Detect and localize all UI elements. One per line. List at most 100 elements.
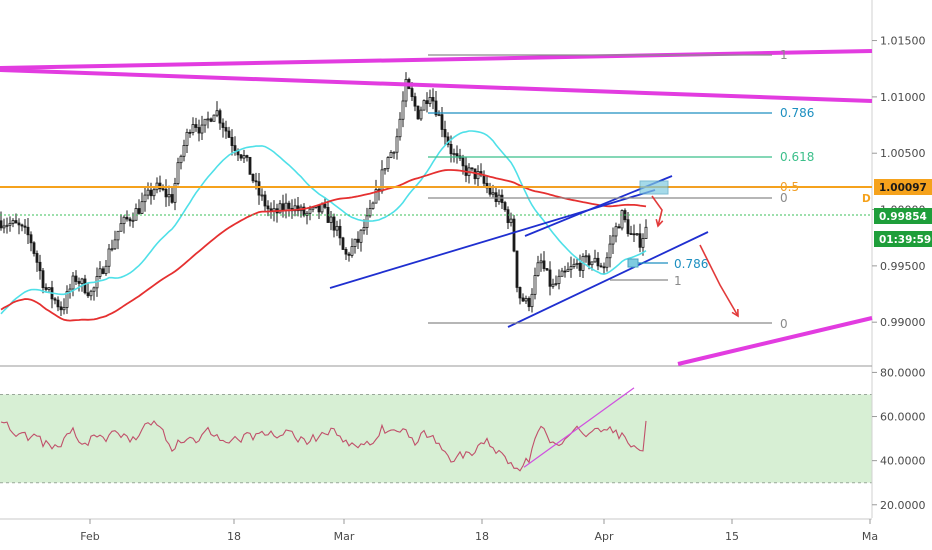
candle-body[interactable] xyxy=(206,118,210,121)
candle-body[interactable] xyxy=(602,266,606,269)
candle-body[interactable] xyxy=(452,153,456,156)
candle-body[interactable] xyxy=(209,118,213,122)
candle-body[interactable] xyxy=(254,180,258,183)
candle-body[interactable] xyxy=(596,257,600,267)
candle-body[interactable] xyxy=(71,275,75,290)
candle-body[interactable] xyxy=(137,208,141,214)
candle-body[interactable] xyxy=(350,246,354,256)
forecast-arrow-short[interactable] xyxy=(651,195,663,227)
candle-body[interactable] xyxy=(239,154,243,159)
candle-body[interactable] xyxy=(143,194,147,203)
candle-body[interactable] xyxy=(545,268,549,271)
candle-body[interactable] xyxy=(443,129,447,138)
candle-body[interactable] xyxy=(278,203,282,214)
candle-body[interactable] xyxy=(566,268,570,272)
candle-body[interactable] xyxy=(233,145,237,151)
candle-body[interactable] xyxy=(386,157,390,169)
candle-body[interactable] xyxy=(398,118,402,138)
candle-body[interactable] xyxy=(284,202,288,211)
candle-body[interactable] xyxy=(635,233,639,236)
candle-body[interactable] xyxy=(5,224,9,227)
candle-body[interactable] xyxy=(248,156,252,175)
candle-body[interactable] xyxy=(641,238,645,248)
candle-body[interactable] xyxy=(371,202,375,209)
candle-body[interactable] xyxy=(224,127,228,132)
candle-body[interactable] xyxy=(107,248,111,267)
candle-body[interactable] xyxy=(122,216,126,225)
candle-body[interactable] xyxy=(410,88,414,98)
candle-body[interactable] xyxy=(47,287,51,290)
candle-body[interactable] xyxy=(353,238,357,248)
candle-body[interactable] xyxy=(191,124,195,133)
candle-body[interactable] xyxy=(242,155,246,159)
candle-body[interactable] xyxy=(563,270,567,273)
candle-body[interactable] xyxy=(608,243,612,259)
candle-body[interactable] xyxy=(416,105,420,120)
candle-body[interactable] xyxy=(620,210,624,229)
candle-body[interactable] xyxy=(146,189,150,196)
candle-body[interactable] xyxy=(320,203,324,213)
candle-body[interactable] xyxy=(188,131,192,134)
candle-body[interactable] xyxy=(218,110,222,124)
candle-body[interactable] xyxy=(362,227,366,231)
candle-body[interactable] xyxy=(560,270,564,277)
candle-body[interactable] xyxy=(134,208,138,221)
candle-body[interactable] xyxy=(62,307,66,311)
candle-body[interactable] xyxy=(170,194,174,203)
candle-body[interactable] xyxy=(32,242,36,254)
candle-body[interactable] xyxy=(542,260,546,269)
sma-fast-line[interactable] xyxy=(0,130,647,315)
candle-body[interactable] xyxy=(347,253,351,256)
candle-body[interactable] xyxy=(77,281,81,284)
candle-body[interactable] xyxy=(212,114,216,122)
candle-body[interactable] xyxy=(197,127,201,134)
candle-body[interactable] xyxy=(332,216,336,231)
candle-body[interactable] xyxy=(551,283,555,287)
candle-body[interactable] xyxy=(584,255,588,258)
magenta-resistance-upper[interactable] xyxy=(0,49,873,70)
candle-body[interactable] xyxy=(449,144,453,155)
candle-body[interactable] xyxy=(215,110,219,116)
candle-body[interactable] xyxy=(131,219,135,222)
candle-body[interactable] xyxy=(575,262,579,265)
candle-body[interactable] xyxy=(605,257,609,268)
candle-body[interactable] xyxy=(506,209,510,223)
candle-body[interactable] xyxy=(461,157,465,167)
candle-body[interactable] xyxy=(494,192,498,202)
candle-body[interactable] xyxy=(539,260,543,264)
blue-channel-lower[interactable] xyxy=(507,231,709,328)
target-zone-box[interactable] xyxy=(639,180,669,195)
candle-body[interactable] xyxy=(179,155,183,164)
candle-body[interactable] xyxy=(515,250,519,288)
rsi-line[interactable] xyxy=(0,420,647,472)
candle-body[interactable] xyxy=(425,100,429,105)
candle-body[interactable] xyxy=(44,287,48,290)
candle-body[interactable] xyxy=(11,220,15,224)
rsi-trendline[interactable] xyxy=(523,387,635,468)
candle-body[interactable] xyxy=(500,194,504,203)
candle-body[interactable] xyxy=(173,183,177,203)
candle-body[interactable] xyxy=(164,188,168,198)
blue-trendline-long[interactable] xyxy=(329,189,656,289)
candle-body[interactable] xyxy=(17,222,21,226)
candle-body[interactable] xyxy=(26,226,30,236)
candle-body[interactable] xyxy=(305,212,309,216)
candle-body[interactable] xyxy=(65,291,69,308)
candle-body[interactable] xyxy=(617,226,621,229)
candle-body[interactable] xyxy=(383,168,387,171)
candle-body[interactable] xyxy=(422,100,426,111)
candle-body[interactable] xyxy=(554,283,558,285)
candle-body[interactable] xyxy=(182,145,186,157)
candle-body[interactable] xyxy=(512,218,516,252)
candle-body[interactable] xyxy=(41,270,45,289)
candle-body[interactable] xyxy=(482,174,486,184)
candle-body[interactable] xyxy=(536,262,540,276)
candle-body[interactable] xyxy=(140,201,144,214)
candle-body[interactable] xyxy=(389,152,393,158)
candle-body[interactable] xyxy=(569,266,573,270)
candle-body[interactable] xyxy=(14,220,18,224)
candle-body[interactable] xyxy=(530,293,534,308)
candle-body[interactable] xyxy=(53,298,57,301)
candle-body[interactable] xyxy=(260,194,264,197)
candle-body[interactable] xyxy=(35,253,39,263)
